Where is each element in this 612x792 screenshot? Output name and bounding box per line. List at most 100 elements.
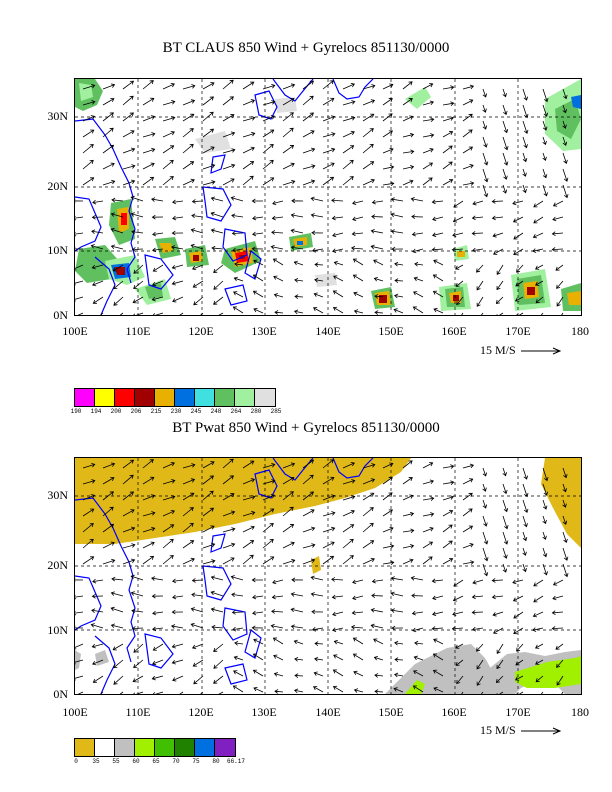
- wind-arrow: [351, 610, 364, 616]
- wind-arrow: [151, 280, 164, 287]
- wind-arrow: [373, 655, 384, 661]
- wind-arrow: [371, 578, 384, 584]
- wind-arrow: [142, 459, 154, 469]
- wind-arrow: [192, 659, 204, 667]
- wind-arrow: [562, 168, 569, 182]
- wind-arrow: [252, 669, 264, 677]
- wind-arrow: [211, 245, 224, 251]
- wind-arrow: [442, 116, 454, 122]
- wind-arrow: [412, 248, 424, 254]
- wind-arrow: [362, 522, 374, 533]
- claus-map-panel: [74, 78, 582, 316]
- wind-arrow: [290, 228, 304, 234]
- wind-arrow: [482, 531, 489, 545]
- pwat-map-svg: [75, 458, 581, 694]
- wind-arrow: [302, 95, 314, 106]
- wind-arrow: [132, 296, 144, 304]
- wind-arrow: [411, 593, 424, 599]
- wind-arrow: [352, 637, 364, 645]
- wind-arrow: [352, 653, 364, 661]
- wind-arrow: [516, 643, 524, 652]
- wind-arrow: [110, 606, 124, 613]
- wind-arrow: [152, 264, 164, 272]
- wind-arrow: [171, 624, 184, 629]
- wind-arrow: [142, 147, 156, 154]
- wind-arrow: [322, 555, 335, 565]
- wind-arrow: [331, 577, 344, 582]
- wind-arrow: [202, 525, 215, 533]
- wind-arrow: [102, 179, 116, 186]
- wind-arrow: [533, 579, 544, 587]
- wind-arrow: [552, 579, 564, 586]
- wind-arrow: [302, 543, 316, 549]
- panel1-colorbar-swatch: [75, 389, 95, 406]
- wind-arrow: [314, 656, 324, 662]
- wind-arrow: [491, 578, 504, 583]
- wind-arrow: [535, 296, 544, 304]
- wind-arrow: [542, 563, 548, 576]
- wind-arrow: [171, 230, 184, 236]
- wind-arrow: [422, 479, 435, 485]
- wind-arrow: [242, 131, 256, 138]
- wind-arrow: [75, 577, 84, 583]
- wind-arrow: [152, 231, 164, 237]
- wind-arrow: [122, 526, 136, 533]
- wind-arrow: [252, 610, 264, 616]
- wind-arrow: [213, 643, 224, 652]
- wind-arrow: [310, 575, 324, 581]
- wind-arrow: [390, 576, 404, 581]
- wind-arrow: [262, 143, 274, 154]
- panel1-colorbar-label: 194: [90, 408, 102, 415]
- wind-arrow: [456, 675, 464, 685]
- wind-arrow: [152, 643, 164, 651]
- wind-arrow: [262, 100, 276, 106]
- wind-arrow: [374, 673, 384, 678]
- wind-arrow: [333, 275, 344, 282]
- wind-arrow: [213, 296, 224, 305]
- wind-arrow: [210, 607, 224, 613]
- wind-arrow: [90, 623, 104, 629]
- wind-arrow: [82, 100, 96, 106]
- wind-arrow: [431, 626, 444, 631]
- wind-arrow: [152, 610, 164, 616]
- wind-arrow: [462, 463, 475, 469]
- wind-arrow: [151, 197, 164, 202]
- wind-arrow: [394, 293, 404, 299]
- wind-arrow: [562, 547, 569, 561]
- wind-arrow: [322, 476, 335, 485]
- wind-arrow: [472, 579, 484, 585]
- wind-arrow: [332, 232, 344, 238]
- wind-arrow: [251, 198, 264, 204]
- wind-arrow: [271, 594, 284, 600]
- wind-arrow: [452, 611, 464, 617]
- wind-arrow: [452, 216, 464, 223]
- wind-arrow: [353, 309, 364, 314]
- wind-arrow: [502, 563, 508, 573]
- wind-arrow: [214, 312, 224, 315]
- wind-arrow: [402, 460, 413, 469]
- wind-arrow: [535, 280, 544, 286]
- wind-arrow: [282, 97, 295, 106]
- vector-scale-arrow-icon: [520, 347, 561, 355]
- panel2-colorbar-swatch: [175, 739, 195, 756]
- wind-arrow: [542, 531, 547, 540]
- wind-arrow: [422, 512, 435, 517]
- wind-arrow: [555, 264, 564, 271]
- wind-arrow: [151, 593, 164, 599]
- wind-arrow: [482, 136, 488, 148]
- wind-arrow: [332, 290, 344, 298]
- wind-arrow: [262, 556, 275, 565]
- wind-arrow: [291, 577, 304, 583]
- wind-arrow: [462, 543, 474, 549]
- wind-arrow: [352, 274, 364, 282]
- wind-arrow: [311, 609, 324, 615]
- wind-arrow: [122, 459, 135, 469]
- wind-arrow: [476, 280, 484, 291]
- wind-arrow: [75, 264, 84, 271]
- wind-arrow: [382, 462, 394, 469]
- wind-arrow: [542, 467, 549, 482]
- wind-arrow: [75, 594, 84, 600]
- wind-arrow: [516, 264, 524, 273]
- wind-arrow: [102, 98, 115, 106]
- wind-arrow: [262, 522, 274, 533]
